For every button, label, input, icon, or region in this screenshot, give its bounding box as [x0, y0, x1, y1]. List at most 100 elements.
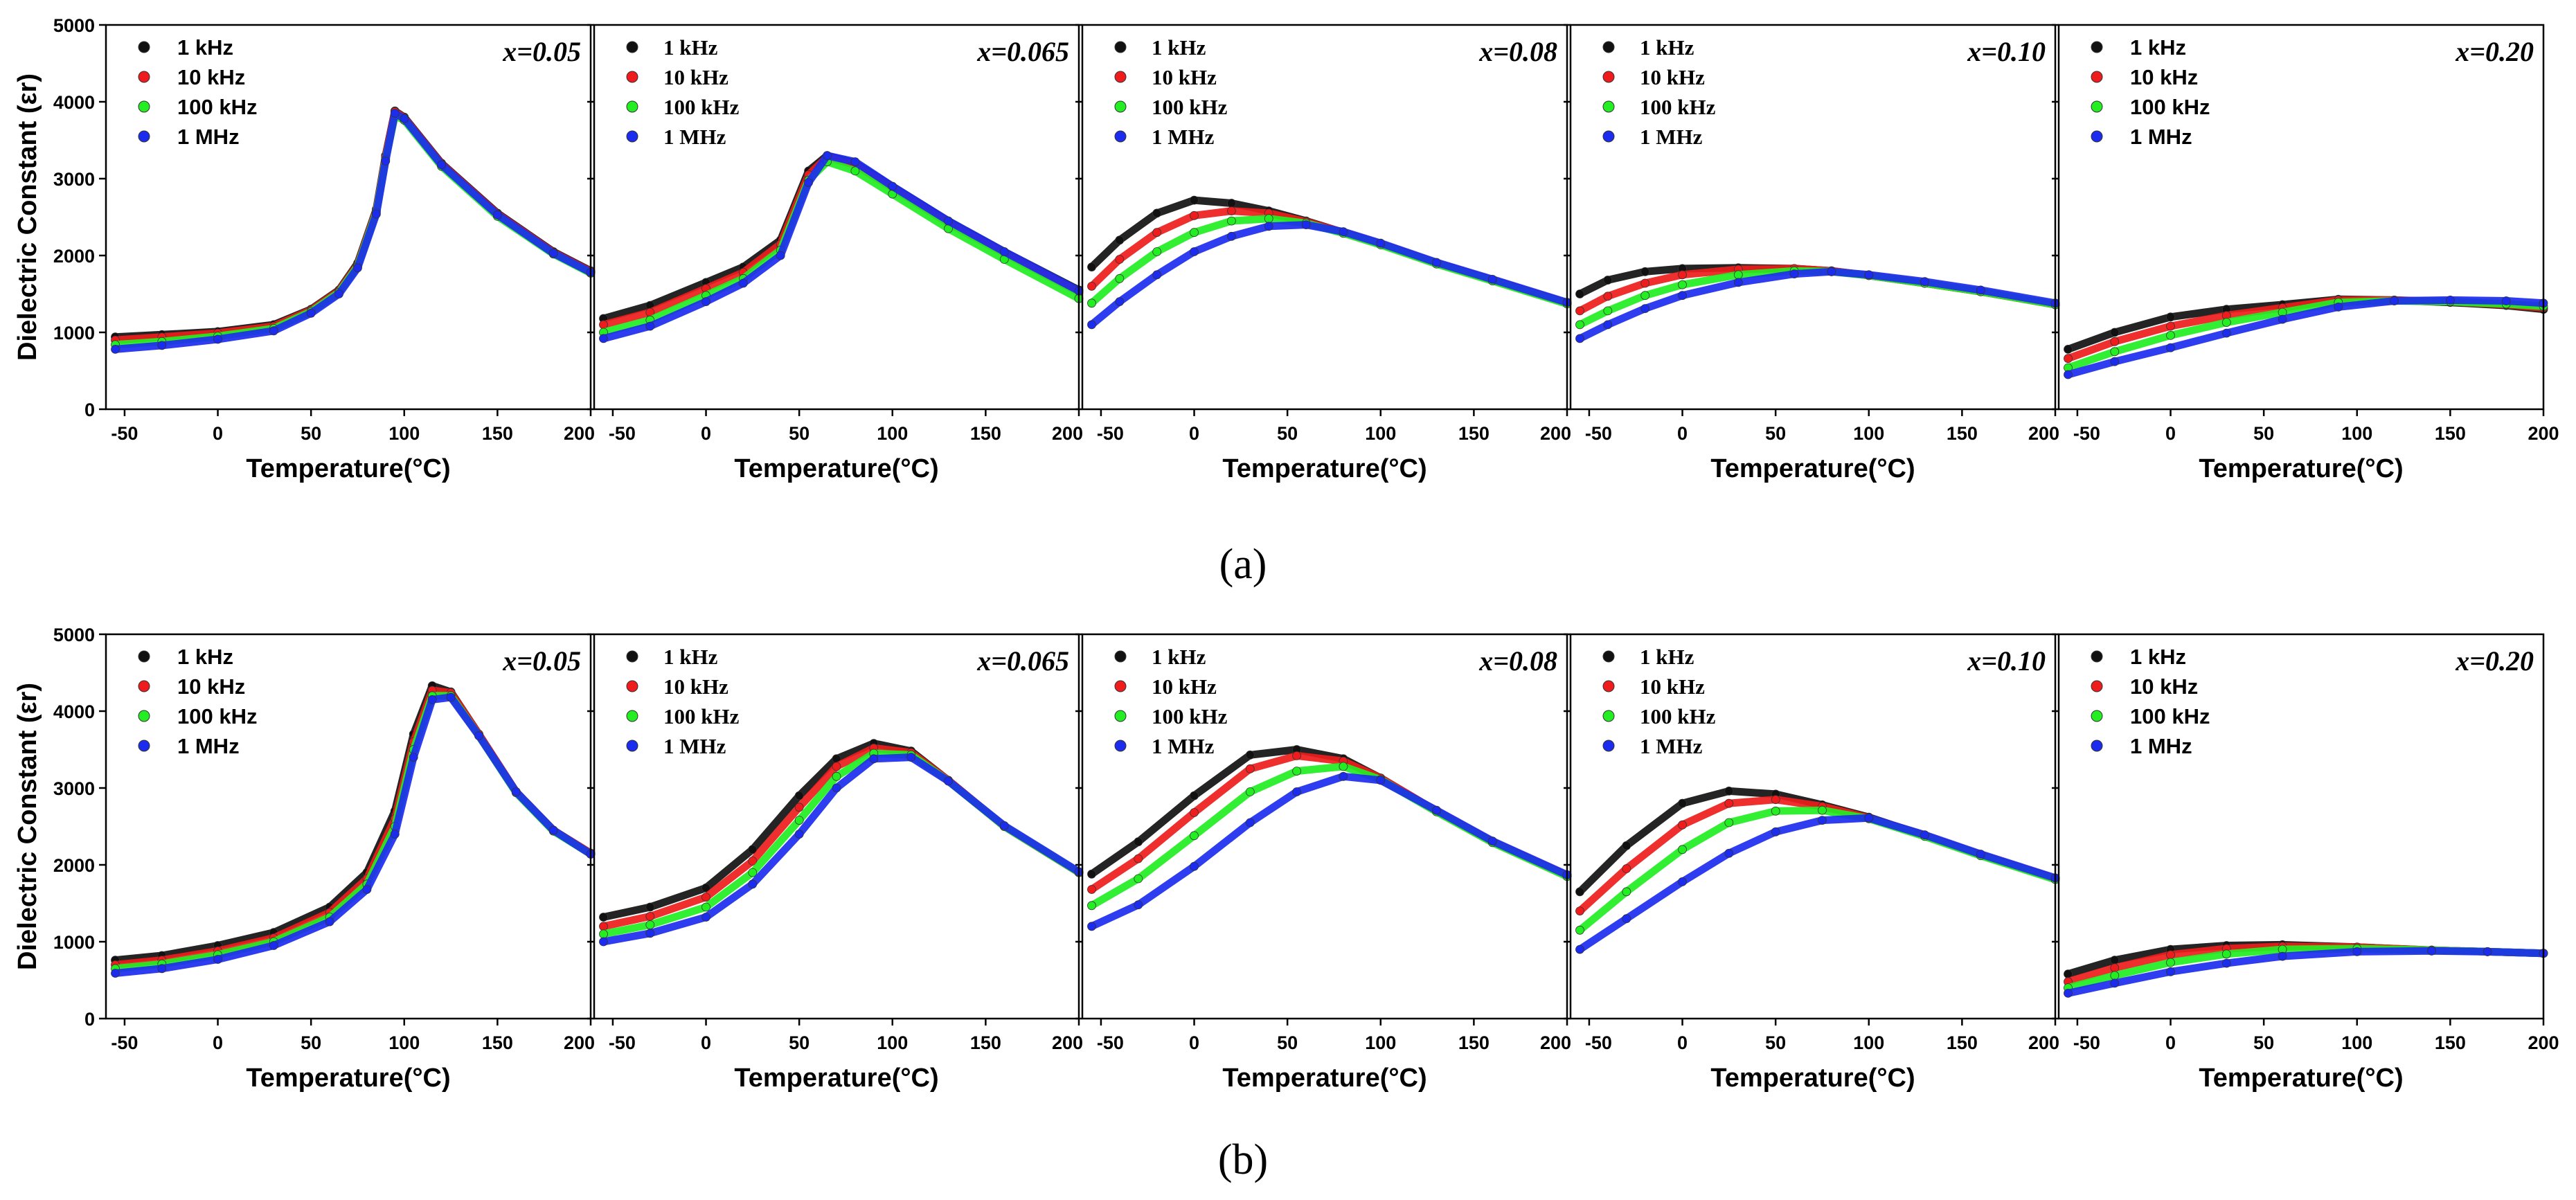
data-point — [1190, 211, 1199, 220]
data-point — [823, 151, 832, 161]
legend-marker — [1602, 680, 1615, 692]
data-point — [1920, 277, 1929, 287]
panel-title: x=0.10 — [1967, 36, 2046, 67]
x-tick-label: 150 — [970, 423, 1001, 444]
series-line-10-khz — [1088, 207, 1571, 307]
panel-title: x=0.10 — [1967, 645, 2046, 677]
data-point — [2110, 963, 2120, 973]
data-point — [493, 210, 502, 220]
panel-x0.10: -50 0 50 100 150 200 Temperature(°C) x=0.10 1 kH… — [1564, 633, 2060, 1093]
data-point — [645, 902, 655, 912]
data-point — [1575, 925, 1584, 935]
x-tick-label: -50 — [111, 423, 138, 444]
data-point — [1678, 877, 1687, 886]
data-point — [1245, 750, 1255, 760]
x-axis-title: Temperature(°C) — [2199, 454, 2403, 483]
data-point — [794, 803, 804, 812]
data-point — [776, 251, 785, 260]
data-point — [804, 178, 813, 188]
x-tick-label: -50 — [1585, 1032, 1612, 1053]
legend-label: 1 MHz — [1152, 734, 1215, 758]
y-tick-label: 4000 — [53, 701, 95, 722]
legend-marker — [138, 650, 150, 663]
y-tick-label: 2000 — [53, 246, 95, 267]
data-point — [599, 913, 608, 922]
data-point — [1190, 247, 1199, 256]
legend-marker — [2091, 71, 2103, 83]
data-point — [353, 263, 362, 273]
panel-x0.065: -50 0 50 100 150 200 Temperature(°C) x=0.065 1 k… — [587, 633, 1084, 1093]
x-tick-label: 200 — [2528, 423, 2559, 444]
x-tick-label: -50 — [1097, 423, 1124, 444]
legend-marker — [1114, 710, 1127, 722]
panel-title: x=0.05 — [502, 36, 581, 67]
legend: 1 kHz 10 kHz 100 kHz 1 MHz — [2091, 645, 2210, 758]
legend-marker — [138, 41, 150, 53]
data-point — [888, 181, 897, 191]
data-point — [1376, 238, 1386, 248]
data-point — [850, 157, 860, 167]
x-tick-label: -50 — [609, 1032, 636, 1053]
legend-label: 10 kHz — [177, 65, 245, 89]
legend: 1 kHz 10 kHz 100 kHz 1 MHz — [2091, 35, 2210, 149]
x-tick-label: -50 — [2073, 1032, 2100, 1053]
legend-label: 1 MHz — [1152, 125, 1215, 149]
panel-x0.08: -50 0 50 100 150 200 Temperature(°C) x=0.08 1 kH… — [1075, 633, 1572, 1093]
data-point — [645, 321, 655, 331]
data-point — [1087, 262, 1096, 272]
x-tick-label: 50 — [2253, 1032, 2274, 1053]
x-tick-label: 150 — [1947, 1032, 1978, 1053]
legend-marker — [2091, 710, 2103, 722]
legend-label: 1 MHz — [177, 125, 240, 149]
data-point — [157, 341, 167, 350]
legend-marker — [626, 41, 638, 53]
y-tick-label: 1000 — [53, 932, 95, 953]
data-point — [701, 297, 710, 307]
data-point — [2501, 296, 2511, 305]
data-point — [1733, 278, 1743, 287]
legend-label: 1 MHz — [177, 734, 240, 758]
legend-label: 1 kHz — [1152, 35, 1206, 60]
data-point — [1818, 805, 1827, 815]
data-point — [1134, 854, 1143, 863]
y-tick-label: 5000 — [53, 625, 95, 645]
data-point — [548, 249, 558, 258]
x-tick-label: 100 — [877, 1032, 908, 1053]
data-point — [511, 787, 521, 796]
x-tick-label: 100 — [388, 1032, 420, 1053]
panel-title: x=0.08 — [1478, 645, 1557, 677]
data-point — [748, 857, 758, 866]
data-point — [748, 879, 758, 889]
series-line-10-khz — [111, 686, 595, 969]
x-tick-label: 50 — [2253, 423, 2274, 444]
x-tick-label: 100 — [2341, 423, 2372, 444]
legend-marker — [138, 740, 150, 752]
x-tick-label: 0 — [213, 1032, 223, 1053]
data-point — [1087, 869, 1096, 879]
data-point — [111, 969, 120, 978]
data-point — [427, 695, 437, 704]
data-point — [1976, 285, 1985, 295]
data-point — [2166, 321, 2175, 331]
legend-label: 100 kHz — [2130, 704, 2210, 728]
data-point — [794, 791, 804, 800]
y-tick-label: 3000 — [53, 778, 95, 799]
data-point — [381, 156, 391, 165]
data-point — [1640, 278, 1650, 288]
plot-frame — [2057, 24, 2545, 411]
x-tick-label: 100 — [1853, 1032, 1884, 1053]
series-line-100-khz — [600, 158, 1083, 337]
legend-marker — [1114, 740, 1127, 752]
series-line-1-khz — [600, 152, 1083, 323]
legend-marker — [2091, 100, 2103, 113]
panel-title: x=0.065 — [976, 36, 1069, 67]
panel-title: x=0.05 — [502, 645, 581, 677]
y-tick-label: 4000 — [53, 92, 95, 113]
data-point — [1115, 235, 1125, 245]
legend-label: 100 kHz — [663, 95, 740, 119]
legend-marker — [1114, 41, 1127, 53]
data-point — [372, 209, 381, 219]
data-point — [2064, 344, 2073, 354]
legend-label: 1 kHz — [663, 645, 718, 669]
data-point — [2334, 302, 2343, 312]
